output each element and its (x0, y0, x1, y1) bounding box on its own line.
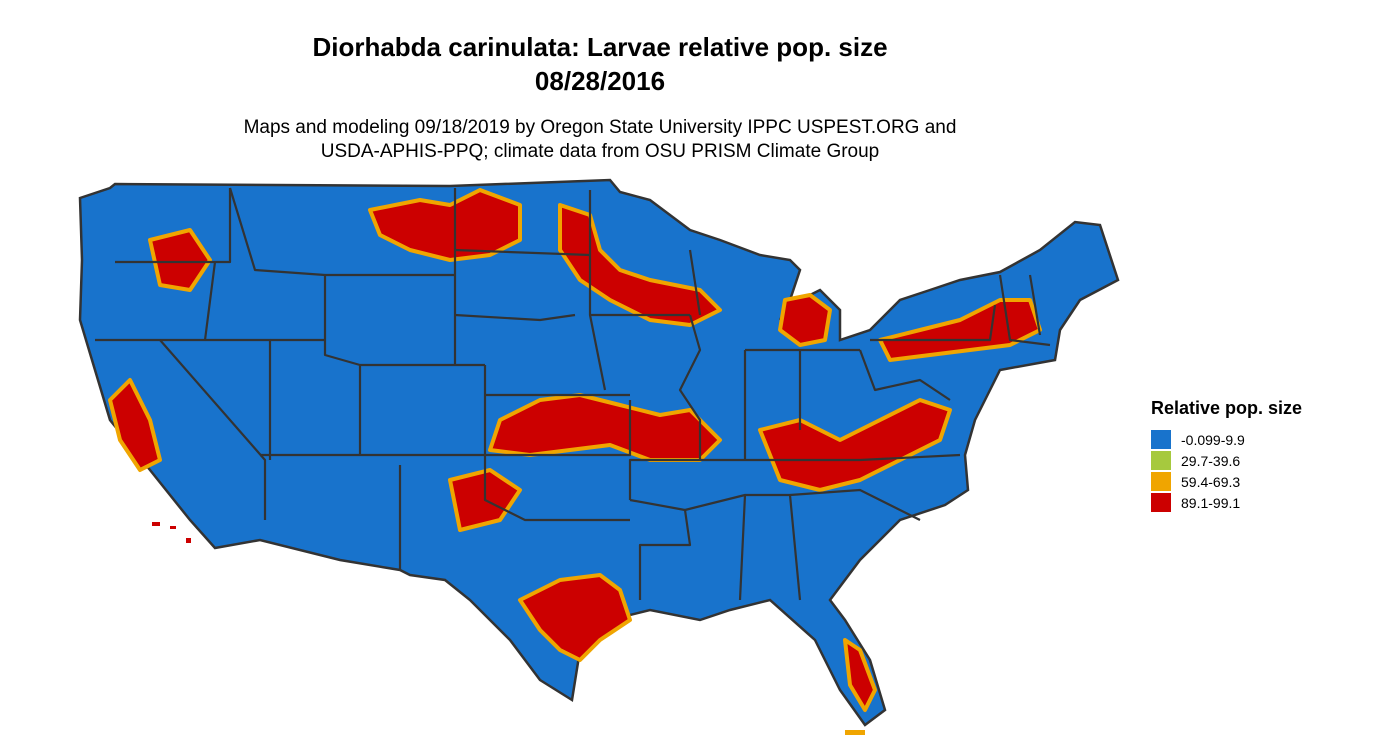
title-line-1: Diorhabda carinulata: Larvae relative po… (312, 32, 888, 62)
high-population-areas (108, 188, 1042, 712)
coastal-marks (152, 522, 865, 735)
legend-item: 59.4-69.3 (1151, 471, 1302, 492)
map-title: Diorhabda carinulata: Larvae relative po… (200, 30, 1000, 98)
subtitle-line-1: Maps and modeling 09/18/2019 by Oregon S… (243, 117, 957, 138)
legend-item: -0.099-9.9 (1151, 429, 1302, 450)
map-subtitle: Maps and modeling 09/18/2019 by Oregon S… (150, 116, 1050, 164)
legend-label: 59.4-69.3 (1181, 473, 1241, 490)
legend-swatch (1151, 451, 1171, 470)
legend-label: -0.099-9.9 (1181, 431, 1245, 448)
legend-item: 29.7-39.6 (1151, 450, 1302, 471)
title-line-2: 08/28/2016 (534, 66, 666, 96)
legend-swatch (1151, 430, 1171, 449)
state-borders (95, 187, 1051, 601)
legend-swatch (1151, 493, 1171, 512)
pacific-nw-hotspot (148, 228, 212, 292)
legend-label: 29.7-39.6 (1181, 452, 1241, 469)
florida-hotspot (843, 638, 877, 712)
legend-item: 89.1-99.1 (1151, 492, 1302, 513)
california-hotspot (108, 378, 162, 472)
texas-hotspot (518, 573, 632, 662)
legend: Relative pop. size -0.099-9.9 29.7-39.6 … (1151, 398, 1302, 513)
legend-label: 89.1-99.1 (1181, 494, 1241, 511)
legend-title: Relative pop. size (1151, 398, 1303, 418)
legend-swatch (1151, 472, 1171, 491)
subtitle-line-2: USDA-APHIS-PPQ; climate data from OSU PR… (320, 141, 880, 162)
us-outline (78, 178, 1120, 727)
dakotas-hotspot (558, 203, 722, 327)
montana-hotspot (368, 188, 522, 262)
appalachian-hotspot (758, 398, 952, 492)
michigan-hotspot (778, 293, 832, 347)
